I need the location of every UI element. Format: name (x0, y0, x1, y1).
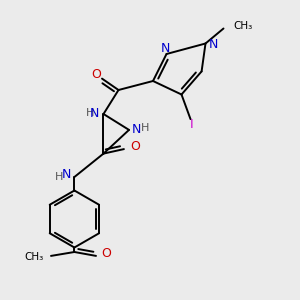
Text: H: H (55, 172, 64, 182)
Text: N: N (90, 107, 99, 120)
Text: N: N (132, 123, 141, 136)
Text: CH₃: CH₃ (233, 21, 253, 32)
Text: CH₃: CH₃ (24, 252, 44, 262)
Text: H: H (140, 123, 149, 134)
Text: N: N (61, 167, 71, 181)
Text: N: N (160, 41, 170, 55)
Text: O: O (92, 68, 101, 81)
Text: O: O (130, 140, 140, 153)
Text: I: I (190, 118, 194, 131)
Text: N: N (209, 38, 218, 51)
Text: O: O (101, 247, 111, 260)
Text: H: H (86, 107, 94, 118)
